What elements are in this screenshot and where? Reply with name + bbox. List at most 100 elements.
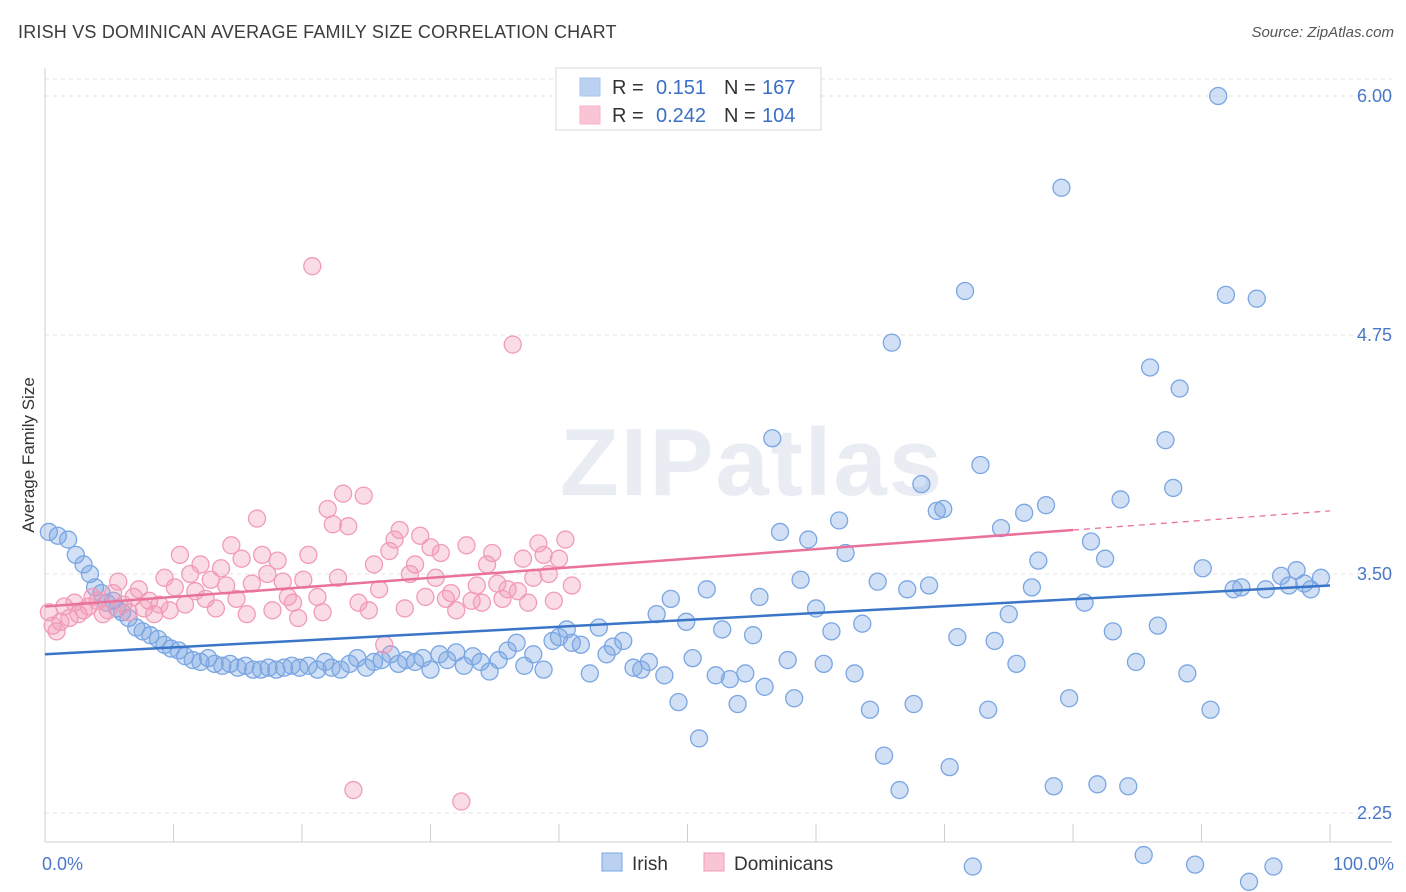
data-point [556,530,575,549]
data-point [380,541,399,561]
data-point [244,660,263,679]
data-point [890,780,909,800]
data-point [1111,490,1130,509]
trend-line [44,584,1331,656]
data-point [170,545,190,565]
data-point [814,654,833,674]
data-point [791,570,810,589]
legend-r-label: R = [612,77,644,99]
legend-n-value: 167 [762,77,795,99]
data-point [524,568,543,587]
data-point [1193,559,1212,578]
data-point [331,660,350,679]
data-point [836,543,855,563]
correlation-legend: R = 0.151 N = 167 R = 0.242 N = 104 [555,67,822,131]
data-point [898,580,917,599]
axes: 0.0% 100.0% [42,68,1394,874]
legend-n-label: N = [724,77,756,99]
data-point [253,545,272,565]
data-point [1148,616,1167,635]
data-point [1156,431,1175,450]
data-point [785,689,804,708]
data-point [955,281,975,301]
data-point [919,576,939,595]
data-point [614,631,633,651]
data-point [222,536,241,555]
series-legend: Irish Dominicans [601,852,833,875]
data-point [639,652,659,672]
data-point [632,660,651,679]
legend-label-irish: Irish [632,854,668,875]
data-point [904,694,923,714]
data-points [39,86,1331,891]
data-point [763,429,782,448]
trend-line-extension [1072,510,1331,531]
data-point [58,530,78,549]
data-point [1170,379,1189,398]
data-point [1140,358,1160,377]
data-point [1247,289,1266,308]
legend-r-label: R = [612,105,644,127]
data-point [589,618,608,637]
data-point [1015,503,1034,522]
y-tick-label: 4.75 [1357,325,1392,345]
data-point [743,626,763,645]
data-point [322,658,341,677]
legend-r-value: 0.242 [656,105,706,127]
data-point [912,474,931,494]
legend-swatch [579,105,601,125]
data-point [333,484,353,503]
data-point [349,593,368,612]
trend-lines [44,510,1331,656]
data-point [299,545,318,565]
data-point [874,746,894,765]
data-point [303,257,322,276]
data-point [247,509,267,528]
data-point [268,551,287,570]
data-point [1007,654,1026,674]
data-point [51,612,70,631]
data-point [441,583,461,603]
data-point [47,622,66,641]
data-point [1075,593,1094,612]
data-point [963,857,982,876]
data-point [395,599,414,618]
data-point [66,545,85,565]
data-point [165,578,184,597]
data-point [580,664,599,683]
data-point [411,526,430,545]
legend-swatch-irish [601,852,623,872]
data-point [1119,777,1138,796]
data-point [1044,777,1063,796]
data-point [283,593,303,612]
legend-n-label: N = [724,105,756,127]
data-point [999,605,1018,624]
data-point [191,555,210,574]
chart-title: IRISH VS DOMINICAN AVERAGE FAMILY SIZE C… [18,22,617,42]
data-point [603,637,623,656]
data-point [829,511,849,530]
data-point [706,666,725,685]
data-point [1052,178,1071,197]
data-point [436,589,456,609]
data-point [1103,622,1122,641]
data-point [339,517,358,536]
data-point [1279,576,1299,595]
data-point [421,538,440,557]
data-point [447,601,466,620]
data-point [467,576,486,595]
data-point [139,591,159,610]
chart-source: Source: ZipAtlas.com [1251,24,1394,41]
data-point [534,545,553,565]
data-point [1164,478,1183,498]
x-tick-label: 100.0% [1333,854,1394,874]
y-tick-label: 6.00 [1357,86,1392,106]
data-point [1216,285,1236,304]
data-point [129,580,148,599]
data-point [405,555,425,574]
data-point [549,549,569,568]
trend-line [44,528,1074,608]
data-point [661,589,680,609]
data-point [369,580,389,599]
